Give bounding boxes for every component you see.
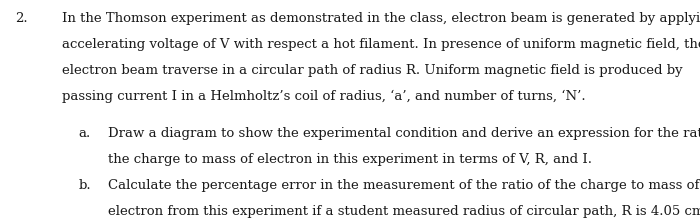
Text: accelerating voltage of V with respect a hot filament. In presence of uniform ma: accelerating voltage of V with respect a… (62, 38, 700, 51)
Text: Calculate the percentage error in the measurement of the ratio of the charge to : Calculate the percentage error in the me… (108, 179, 700, 192)
Text: In the Thomson experiment as demonstrated in the class, electron beam is generat: In the Thomson experiment as demonstrate… (62, 12, 700, 25)
Text: Draw a diagram to show the experimental condition and derive an expression for t: Draw a diagram to show the experimental … (108, 127, 700, 140)
Text: a.: a. (78, 127, 91, 140)
Text: 2.: 2. (15, 12, 28, 25)
Text: electron beam traverse in a circular path of radius R. Uniform magnetic field is: electron beam traverse in a circular pat… (62, 64, 682, 77)
Text: the charge to mass of electron in this experiment in terms of V, R, and I.: the charge to mass of electron in this e… (108, 153, 592, 166)
Text: passing current I in a Helmholtz’s coil of radius, ‘a’, and number of turns, ‘N’: passing current I in a Helmholtz’s coil … (62, 90, 585, 103)
Text: electron from this experiment if a student measured radius of circular path, R i: electron from this experiment if a stude… (108, 205, 700, 218)
Text: b.: b. (78, 179, 91, 192)
